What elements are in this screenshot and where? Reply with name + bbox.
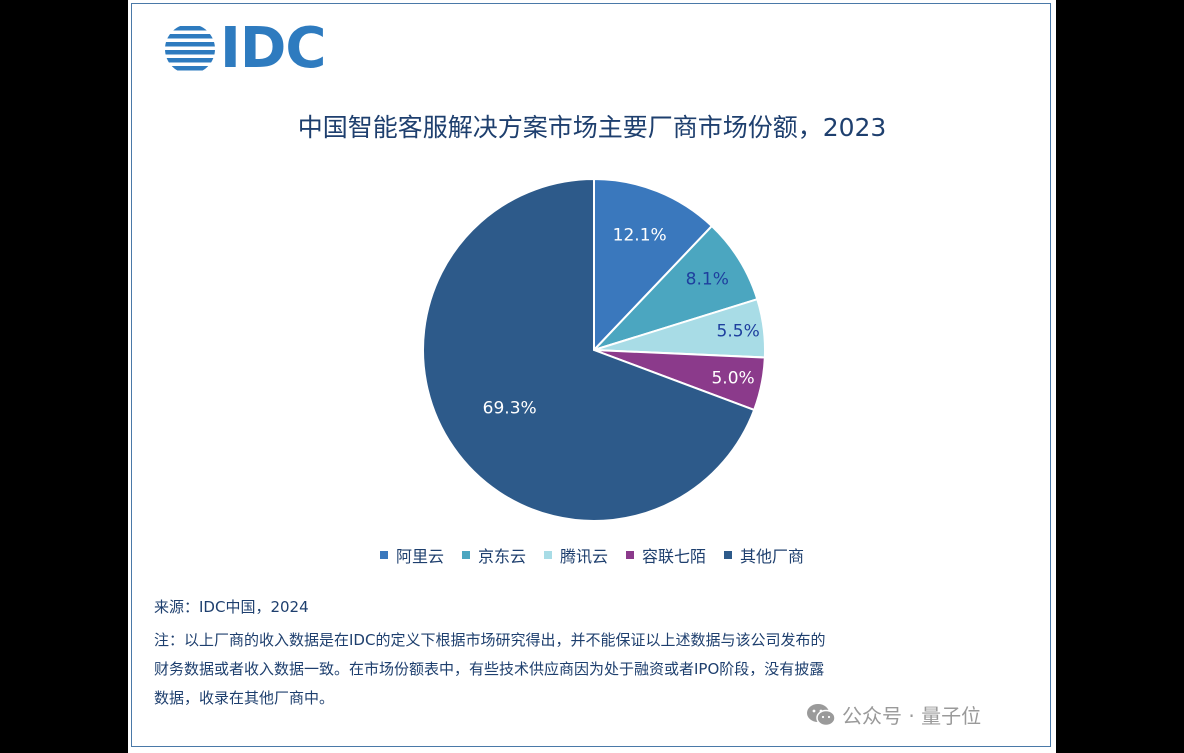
legend-label: 京东云	[477, 547, 526, 566]
legend-item-3: 腾讯云	[543, 543, 608, 567]
idc-logo: IDC	[164, 16, 326, 81]
pie-label-4: 5.0%	[711, 368, 754, 388]
legend-item-2: 京东云	[461, 543, 526, 567]
legend-swatch	[379, 551, 388, 559]
legend-item-4: 容联七陌	[626, 543, 706, 567]
source-text: 来源：IDC中国，2024	[154, 598, 309, 616]
pie-slice-5	[422, 177, 756, 522]
logo-text: IDC	[220, 16, 326, 81]
legend-item-5: 其他厂商	[724, 543, 804, 567]
pie-label-3: 5.5%	[717, 321, 760, 341]
pie-chart: 12.1% 8.1% 5.5% 5.0% 69.3%	[422, 177, 766, 522]
wechat-icon	[807, 703, 836, 726]
legend-label: 容联七陌	[642, 547, 707, 566]
pie-label-5: 69.3%	[483, 398, 537, 418]
watermark: 公众号 · 量子位	[806, 700, 981, 729]
footnote: 注：以上厂商的收入数据是在IDC的定义下根据市场研究得出，并不能保证以上述数据与…	[154, 626, 1004, 713]
watermark-text: 公众号 · 量子位	[842, 704, 982, 728]
legend-swatch	[543, 551, 552, 559]
legend-item-1: 阿里云	[379, 543, 444, 567]
pie-labels: 12.1% 8.1% 5.5% 5.0% 69.3%	[483, 226, 760, 419]
legend-label: 腾讯云	[559, 547, 608, 566]
chart-title: 中国智能客服解决方案市场主要厂商市场份额，2023	[297, 113, 887, 142]
pie-label-1: 12.1%	[613, 226, 667, 246]
legend-swatch	[626, 551, 634, 559]
legend-swatch	[461, 551, 470, 559]
legend-label: 阿里云	[395, 547, 444, 566]
pie-slice-1	[593, 177, 714, 353]
legend-label: 其他厂商	[740, 547, 805, 566]
globe-icon	[165, 26, 215, 71]
footnote-line: 注：以上厂商的收入数据是在IDC的定义下根据市场研究得出，并不能保证以上述数据与…	[154, 631, 826, 649]
chart-legend: 阿里云 京东云 腾讯云 容联七陌 其他厂商	[128, 543, 1056, 567]
report-figure: IDC 中国智能客服解决方案市场主要厂商市场份额，2023 12.1% 8.1% 5…	[128, 0, 1056, 753]
legend-swatch	[724, 551, 733, 559]
figure-border	[131, 3, 1051, 747]
footnote-line: 财务数据或者收入数据一致。在市场份额表中，有些技术供应商因为处于融资或者IPO阶…	[154, 660, 825, 678]
pie-label-2: 8.1%	[686, 270, 729, 290]
footnote-line: 数据，收录在其他厂商中。	[154, 689, 335, 707]
pie-slices	[422, 177, 766, 522]
